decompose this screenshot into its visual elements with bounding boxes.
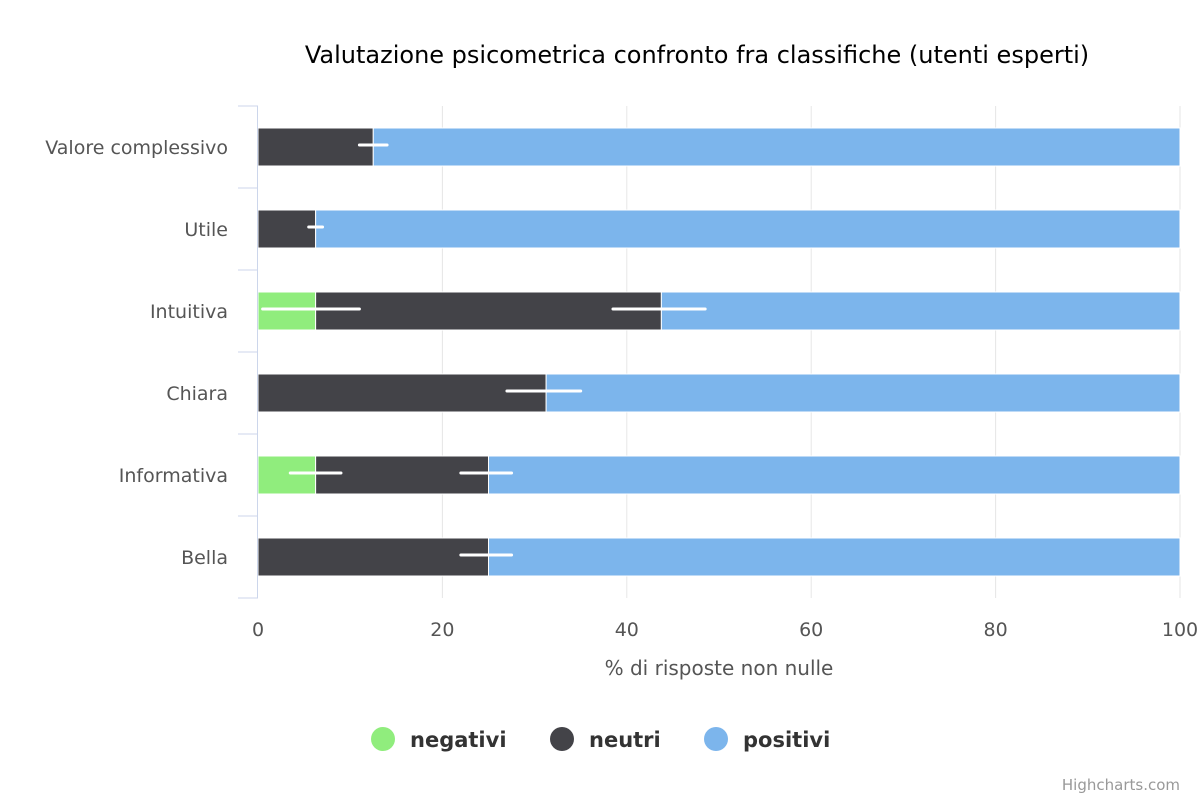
credits-link[interactable]: Highcharts.com (1062, 776, 1180, 794)
bar-positivi[interactable] (488, 537, 1181, 577)
category-label: Valore complessivo (45, 137, 228, 159)
bar-neutri[interactable] (257, 537, 489, 577)
bar-positivi[interactable] (488, 455, 1181, 495)
x-tick-label: 80 (984, 619, 1008, 641)
legend-item-neutri[interactable]: neutri (550, 727, 661, 752)
category-label: Chiara (166, 383, 228, 405)
x-tick-label: 20 (430, 619, 454, 641)
x-tick-label: 100 (1162, 619, 1198, 641)
bar-positivi[interactable] (315, 209, 1181, 249)
category-label: Informativa (119, 465, 228, 487)
legend-marker (550, 727, 574, 751)
x-tick-label: 60 (799, 619, 823, 641)
bar-neutri[interactable] (257, 373, 547, 413)
bar-positivi[interactable] (660, 291, 1181, 331)
bar-neutri[interactable] (257, 127, 374, 167)
category-axis: Valore complessivo Utile Intuitiva Chiara In… (45, 105, 258, 599)
legend-marker (371, 727, 395, 751)
category-label: Intuitiva (150, 301, 228, 323)
legend-item-positivi[interactable]: positivi (704, 727, 830, 752)
x-tick-label: 0 (252, 619, 264, 641)
bar-positivi[interactable] (545, 373, 1181, 413)
bar-negativi[interactable] (257, 455, 317, 495)
grid-lines (441, 106, 1181, 598)
legend-label: neutri (589, 728, 661, 752)
bar-negativi[interactable] (257, 291, 317, 331)
bar-neutri[interactable] (315, 455, 489, 495)
legend-label: negativi (410, 728, 507, 752)
bar-neutri[interactable] (315, 291, 662, 331)
legend-item-negativi[interactable]: negativi (371, 727, 507, 752)
bar-series (257, 127, 1181, 577)
bar-neutri[interactable] (257, 209, 317, 249)
x-tick-label: 40 (615, 619, 639, 641)
error-bars (261, 143, 707, 557)
value-axis-ticks: 0 20 40 60 80 100 (252, 619, 1198, 641)
x-axis-title: % di risposte non nulle (605, 656, 834, 680)
category-label: Bella (181, 547, 228, 569)
bar-positivi[interactable] (372, 127, 1181, 167)
legend-marker (704, 727, 728, 751)
legend-label: positivi (743, 728, 830, 752)
legend: negativi neutri positivi (371, 727, 830, 752)
chart-title: Valutazione psicometrica confronto fra c… (305, 41, 1089, 69)
category-label: Utile (184, 219, 228, 241)
